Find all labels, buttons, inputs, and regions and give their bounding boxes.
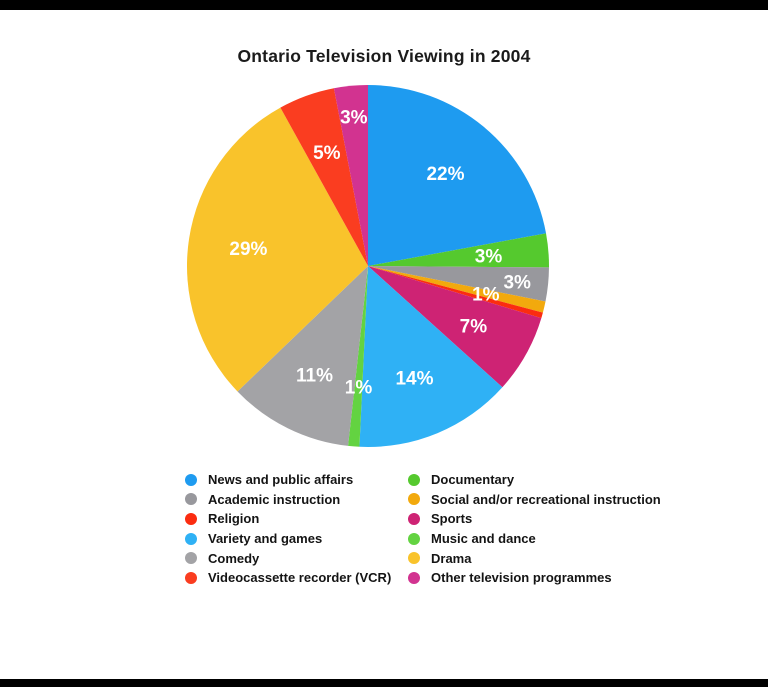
legend-label: Drama <box>431 550 472 566</box>
legend-swatch-icon <box>408 493 420 506</box>
legend-label: News and public affairs <box>208 472 354 488</box>
legend-column-left: News and public affairs Academic instruct… <box>185 470 391 588</box>
legend-swatch-icon <box>185 493 197 506</box>
pie-slice-sports <box>368 266 542 388</box>
legend-label: Comedy <box>208 550 260 566</box>
legend-item-news-and-public-affairs: News and public affairs <box>185 470 391 490</box>
pie-slice-music-and-dance <box>348 266 368 447</box>
pie-slice-percent-label-music-and-dance: 1% <box>345 378 373 399</box>
legend-item-other-television-programmes: Other television programmes <box>408 568 661 588</box>
legend-item-variety-and-games: Variety and games <box>185 529 391 549</box>
legend-swatch-icon <box>185 552 197 565</box>
pie-slice-videocassette-recorder-vcr <box>280 88 368 267</box>
legend-swatch-icon <box>408 552 420 565</box>
legend-label: Music and dance <box>431 531 536 547</box>
pie-slice-percent-label-academic-instruction: 3% <box>503 272 531 293</box>
legend-item-music-and-dance: Music and dance <box>408 529 661 549</box>
pie-slice-percent-label-comedy: 11% <box>296 366 333 387</box>
legend-label: Social and/or recreational instruction <box>431 491 661 507</box>
legend-swatch-icon <box>408 512 420 525</box>
pie-slice-percent-label-news-and-public-affairs: 22% <box>426 164 464 185</box>
legend-label: Documentary <box>431 472 515 488</box>
legend-item-academic-instruction: Academic instruction <box>185 490 391 510</box>
legend-item-religion: Religion <box>185 509 391 529</box>
legend-swatch-icon <box>408 571 420 584</box>
pie-slice-social-and-or-recreational-instruction <box>368 266 546 313</box>
pie-slice-drama <box>186 107 368 392</box>
legend-column-right: Documentary Social and/or recreational in… <box>408 470 661 588</box>
pie-slice-other-television-programmes <box>333 85 368 266</box>
pie-slice-percent-label-other-television-programmes: 3% <box>340 108 368 129</box>
pie-slice-comedy <box>237 266 368 446</box>
legend-label: Academic instruction <box>208 491 341 507</box>
chart-title: Ontario Television Viewing in 2004 <box>237 46 531 66</box>
bottom-letterbox-bar <box>0 679 768 687</box>
legend-label: Sports <box>431 511 473 527</box>
legend-swatch-icon <box>185 512 197 525</box>
legend-swatch-icon <box>185 473 197 486</box>
legend-item-documentary: Documentary <box>408 470 661 490</box>
legend-item-drama: Drama <box>408 548 661 568</box>
legend-item-videocassette-recorder-vcr: Videocassette recorder (VCR) <box>185 568 391 588</box>
pie-slice-variety-and-games <box>359 266 503 448</box>
pie-slice-percent-label-documentary: 3% <box>475 247 503 268</box>
pie-slice-academic-instruction <box>368 266 549 302</box>
legend-label: Other television programmes <box>431 570 612 586</box>
top-letterbox-bar <box>0 0 768 10</box>
pie-slice-news-and-public-affairs <box>368 85 547 266</box>
legend-swatch-icon <box>408 532 420 545</box>
legend-item-comedy: Comedy <box>185 548 391 568</box>
pie-slice-percent-label-variety-and-games: 14% <box>395 369 433 390</box>
legend-item-sports: Sports <box>408 509 661 529</box>
pie-slice-documentary <box>368 233 549 268</box>
legend-swatch-icon <box>185 571 197 584</box>
pie-slice-religion <box>368 266 543 319</box>
legend-label: Variety and games <box>208 531 323 547</box>
pie-slice-percent-label-sports: 7% <box>460 316 488 337</box>
pie-slice-percent-label-videocassette-recorder-vcr: 5% <box>313 143 341 164</box>
pie-slice-percent-label-drama: 29% <box>229 239 267 260</box>
pie-slice-percent-label-social-and-or-recreational-instruction: 1% <box>472 285 500 306</box>
legend-item-social-and-or-recreational-instruction: Social and/or recreational instruction <box>408 490 661 510</box>
legend-label: Videocassette recorder (VCR) <box>208 570 392 586</box>
legend-swatch-icon <box>408 473 420 486</box>
legend-label: Religion <box>208 511 260 527</box>
legend-swatch-icon <box>185 532 197 545</box>
